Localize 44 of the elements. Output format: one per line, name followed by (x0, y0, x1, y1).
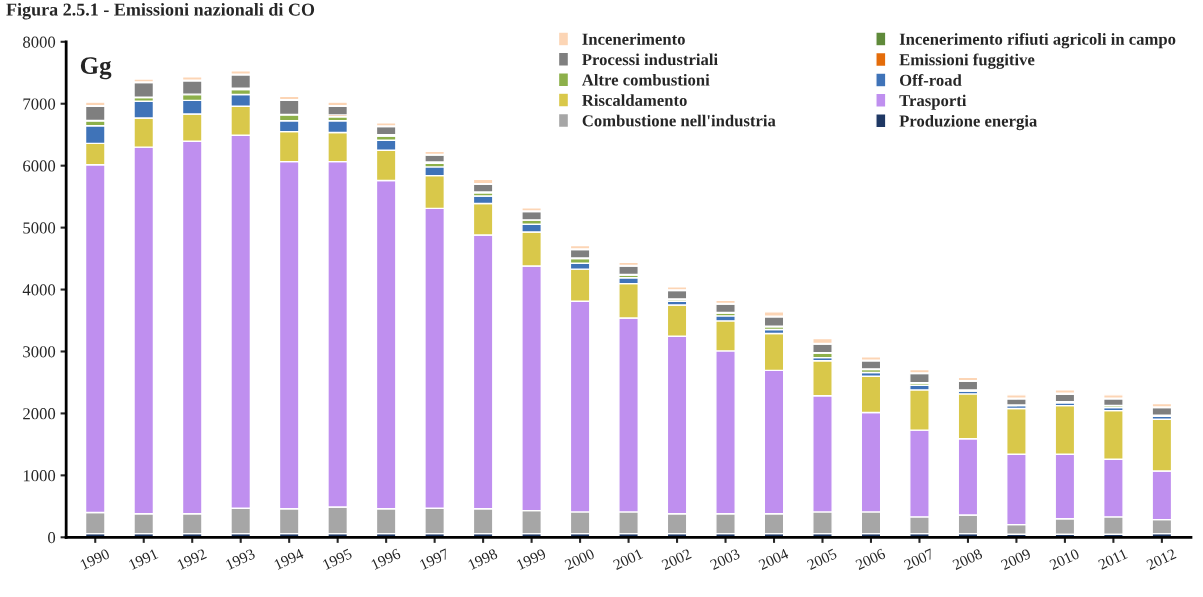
x-tick-label: 2010 (1048, 548, 1080, 571)
x-tick-label: 1992 (176, 548, 207, 570)
y-tick-label: 5000 (23, 222, 56, 234)
x-tick-label: 1990 (79, 548, 111, 570)
x-tick-label: 2008 (951, 548, 983, 571)
x-tick-label: 1995 (322, 548, 353, 570)
legend-label: Riscaldamento (582, 94, 687, 106)
legend-label: Processi industriali (582, 53, 718, 66)
y-tick-label: 3000 (23, 346, 56, 358)
x-tick-label: 1996 (370, 548, 402, 570)
legend-label: Incenerimento rifiuti agricoli in campo (899, 32, 1176, 49)
x-tick-label: 2009 (1000, 548, 1032, 571)
x-tick-label: 1993 (225, 548, 256, 570)
y-tick-label: 1000 (23, 470, 56, 482)
y-tick-label: 7000 (23, 98, 56, 110)
x-tick-label: 2011 (1097, 548, 1128, 570)
y-tick-label: 8000 (23, 36, 56, 48)
x-tick-label: 2000 (564, 548, 596, 571)
legend-label: Produzione energia (899, 114, 1038, 131)
x-tick-label: 2007 (903, 548, 935, 571)
legend-label: Incenerimento (582, 33, 685, 45)
x-tick-label: 2002 (661, 548, 692, 571)
x-tick-label: 2012 (1145, 548, 1177, 571)
y-tick-label: 4000 (22, 284, 56, 296)
y-tick-label: 2000 (23, 408, 56, 420)
legend-label: Emissioni fuggitive (899, 53, 1035, 69)
y-tick-label: 6000 (23, 160, 56, 172)
x-tick-label: 1991 (128, 548, 159, 570)
chart-title: Figura 2.5.1 - Emissioni nazionali di CO (6, 2, 315, 20)
legend-label: Trasporti (899, 94, 967, 110)
y-tick-label: 0 (48, 532, 56, 544)
y-axis-title: Gg (80, 57, 112, 80)
x-tick-label: 1997 (419, 548, 450, 570)
x-tick-label: 1998 (467, 548, 499, 570)
x-tick-label: 2001 (612, 548, 644, 571)
x-tick-label: 2004 (758, 548, 790, 571)
legend-label: Altre combustioni (581, 73, 710, 86)
x-tick-label: 2006 (855, 548, 887, 571)
x-tick-label: 2003 (709, 548, 741, 571)
legend-label: Off-road (899, 73, 962, 86)
x-tick-label: 1994 (273, 548, 305, 570)
x-tick-label: 1999 (516, 548, 547, 570)
legend-label: Combustione nell'industria (582, 114, 776, 127)
x-tick-label: 2005 (806, 548, 838, 571)
